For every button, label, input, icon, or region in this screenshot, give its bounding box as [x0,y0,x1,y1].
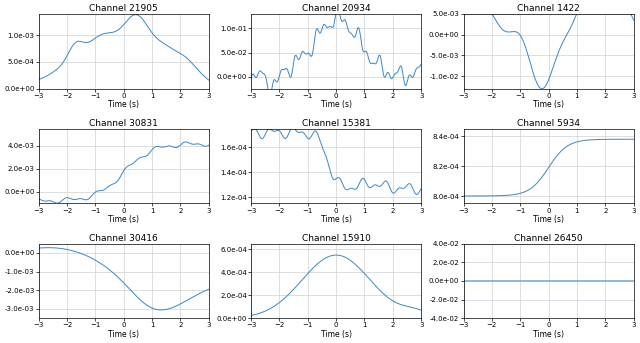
X-axis label: Time (s): Time (s) [321,215,351,224]
X-axis label: Time (s): Time (s) [321,330,351,339]
Title: Channel 15910: Channel 15910 [301,234,371,243]
Title: Channel 21905: Channel 21905 [90,4,158,13]
Title: Channel 30831: Channel 30831 [90,119,158,128]
X-axis label: Time (s): Time (s) [108,100,140,109]
X-axis label: Time (s): Time (s) [321,100,351,109]
X-axis label: Time (s): Time (s) [108,215,140,224]
Title: Channel 20934: Channel 20934 [302,4,371,13]
Title: Channel 26450: Channel 26450 [515,234,583,243]
X-axis label: Time (s): Time (s) [108,330,140,339]
Title: Channel 15381: Channel 15381 [301,119,371,128]
Title: Channel 1422: Channel 1422 [517,4,580,13]
Title: Channel 5934: Channel 5934 [517,119,580,128]
X-axis label: Time (s): Time (s) [533,215,564,224]
X-axis label: Time (s): Time (s) [533,100,564,109]
X-axis label: Time (s): Time (s) [533,330,564,339]
Title: Channel 30416: Channel 30416 [90,234,158,243]
